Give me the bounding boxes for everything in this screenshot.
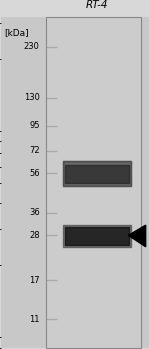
Text: 130: 130	[24, 93, 40, 102]
Text: [kDa]: [kDa]	[4, 29, 29, 37]
Text: RT-4: RT-4	[86, 0, 108, 10]
Text: 72: 72	[29, 146, 40, 155]
Text: 56: 56	[29, 169, 40, 178]
Text: 95: 95	[29, 121, 40, 130]
Polygon shape	[128, 225, 146, 247]
Text: 28: 28	[29, 231, 40, 240]
Bar	[46, 17, 141, 348]
Text: 230: 230	[24, 42, 40, 51]
Text: 36: 36	[29, 208, 40, 217]
Bar	[46, 17, 141, 348]
Text: 17: 17	[29, 276, 40, 284]
Text: 11: 11	[29, 314, 40, 324]
